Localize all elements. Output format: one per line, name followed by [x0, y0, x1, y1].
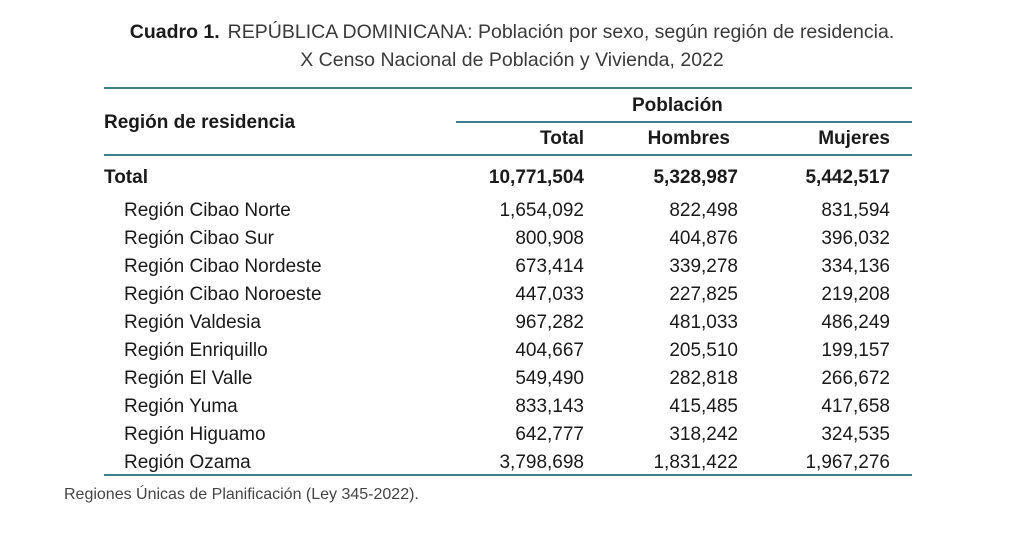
cell-total: 800,908 — [515, 228, 584, 249]
cell-total: 642,777 — [515, 424, 584, 445]
title-line-1: Cuadro 1. REPÚBLICA DOMINICANA: Población… — [0, 18, 1024, 46]
table-row: Región Cibao Norte 1,654,092 822,498 831… — [104, 197, 894, 225]
row-label: Región El Valle — [124, 368, 253, 389]
row-label: Región Valdesia — [124, 312, 261, 333]
cell-mujeres: 1,967,276 — [805, 452, 890, 473]
cell-hombres: 5,328,987 — [653, 167, 738, 188]
cell-mujeres: 199,157 — [821, 340, 890, 361]
bottom-rule — [104, 474, 912, 476]
cell-mujeres: 266,672 — [821, 368, 890, 389]
cell-total: 549,490 — [515, 368, 584, 389]
table-row: Región Enriquillo 404,667 205,510 199,15… — [104, 337, 894, 365]
group-rule — [456, 121, 912, 123]
table-number: Cuadro 1. — [129, 21, 220, 43]
row-label: Total — [104, 167, 148, 188]
cell-total: 10,771,504 — [488, 167, 584, 188]
cell-hombres: 227,825 — [669, 284, 738, 305]
header-total: Total — [540, 128, 584, 149]
cell-total: 404,667 — [515, 340, 584, 361]
cell-mujeres: 324,535 — [821, 424, 890, 445]
row-label: Región Higuamo — [124, 424, 266, 445]
table-row: Región Cibao Noroeste 447,033 227,825 21… — [104, 281, 894, 309]
cell-total: 447,033 — [515, 284, 584, 305]
row-label: Región Enriquillo — [124, 340, 268, 361]
cell-mujeres: 396,032 — [821, 228, 890, 249]
cell-mujeres: 334,136 — [821, 256, 890, 277]
row-label: Región Cibao Nordeste — [124, 256, 322, 277]
title-line-2: X Censo Nacional de Población y Vivienda… — [300, 49, 724, 71]
cell-hombres: 318,242 — [669, 424, 738, 445]
cell-hombres: 822,498 — [669, 200, 738, 221]
table-row: Región Yuma 833,143 415,485 417,658 — [104, 393, 894, 421]
cell-total: 673,414 — [515, 256, 584, 277]
cell-mujeres: 417,658 — [821, 396, 890, 417]
table-row: Región Higuamo 642,777 318,242 324,535 — [104, 421, 894, 449]
cell-hombres: 481,033 — [669, 312, 738, 333]
header-bottom-rule — [104, 154, 912, 156]
table-row: Región Cibao Nordeste 673,414 339,278 33… — [104, 253, 894, 281]
cell-hombres: 339,278 — [669, 256, 738, 277]
table-row-total: Total 10,771,504 5,328,987 5,442,517 — [104, 164, 894, 192]
table-title: Cuadro 1. REPÚBLICA DOMINICANA: Población… — [0, 18, 1024, 74]
header-poblacion: Población — [632, 95, 723, 116]
cell-hombres: 404,876 — [669, 228, 738, 249]
row-label: Región Cibao Sur — [124, 228, 274, 249]
row-label: Región Ozama — [124, 452, 251, 473]
cell-hombres: 1,831,422 — [653, 452, 738, 473]
cell-mujeres: 831,594 — [821, 200, 890, 221]
cell-mujeres: 5,442,517 — [805, 167, 890, 188]
table-row: Región El Valle 549,490 282,818 266,672 — [104, 365, 894, 393]
header-region: Región de residencia — [104, 112, 296, 133]
row-label: Región Cibao Norte — [124, 200, 291, 221]
footnote: Regiones Únicas de Planificación (Ley 34… — [64, 486, 419, 503]
cell-hombres: 282,818 — [669, 368, 738, 389]
cell-total: 833,143 — [515, 396, 584, 417]
header-mujeres: Mujeres — [818, 128, 890, 149]
cell-mujeres: 219,208 — [821, 284, 890, 305]
cell-hombres: 205,510 — [669, 340, 738, 361]
table-row: Región Ozama 3,798,698 1,831,422 1,967,2… — [104, 449, 894, 477]
cell-total: 3,798,698 — [499, 452, 584, 473]
cell-mujeres: 486,249 — [821, 312, 890, 333]
cell-hombres: 415,485 — [669, 396, 738, 417]
row-label: Región Yuma — [124, 396, 238, 417]
title-text: REPÚBLICA DOMINICANA: Población por sexo… — [227, 21, 895, 43]
cell-total: 1,654,092 — [499, 200, 584, 221]
header-hombres: Hombres — [647, 128, 730, 149]
row-label: Región Cibao Noroeste — [124, 284, 322, 305]
cell-total: 967,282 — [515, 312, 584, 333]
table-row: Región Valdesia 967,282 481,033 486,249 — [104, 309, 894, 337]
top-rule — [104, 87, 912, 89]
table-row: Región Cibao Sur 800,908 404,876 396,032 — [104, 225, 894, 253]
